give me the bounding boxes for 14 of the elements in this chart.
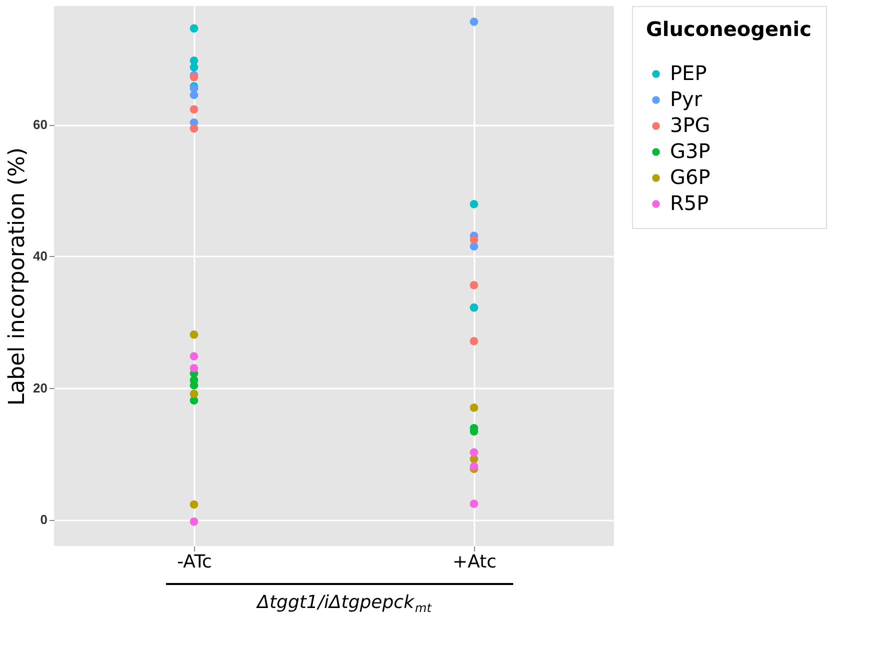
y-tick-label: 0 bbox=[40, 512, 48, 528]
legend-label: G3P bbox=[670, 139, 710, 163]
x-tick-label: -ATc bbox=[177, 552, 212, 572]
legend-label: R5P bbox=[670, 191, 709, 215]
x-tick-label: +Atc bbox=[452, 552, 497, 572]
legend-label: Pyr bbox=[670, 87, 703, 111]
y-axis-title: Label incorporation (%) bbox=[5, 147, 30, 406]
legend-label: PEP bbox=[670, 61, 707, 85]
legend-label: G6P bbox=[670, 165, 710, 189]
legend-label: 3PG bbox=[670, 113, 710, 137]
y-tick-label: 40 bbox=[33, 248, 48, 264]
legend-title: Gluconeogenic bbox=[646, 17, 812, 41]
y-tick-label: 60 bbox=[33, 117, 48, 132]
y-tick-label: 20 bbox=[33, 380, 48, 396]
